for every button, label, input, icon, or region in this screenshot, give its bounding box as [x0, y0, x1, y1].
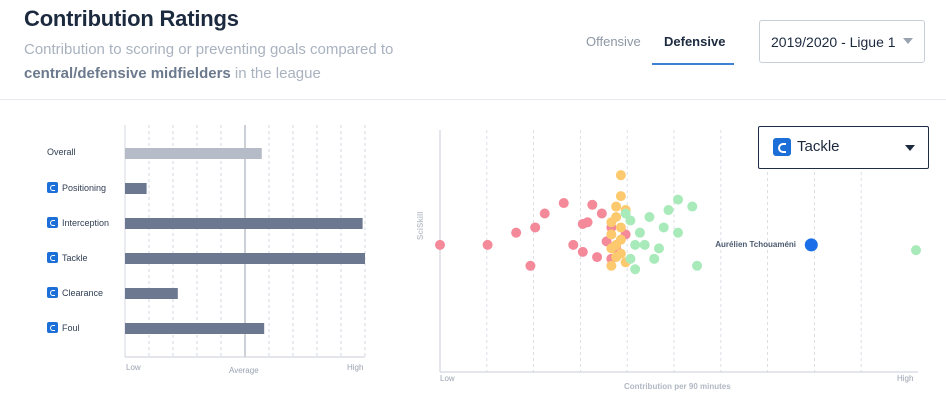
bar-axis-average: Average [229, 366, 259, 375]
bar-label-text: Positioning [62, 182, 107, 193]
player-point [615, 222, 626, 233]
player-point [525, 260, 536, 271]
player-point [435, 239, 445, 250]
chevron-down-icon [903, 38, 913, 44]
player-point [611, 201, 622, 212]
contribution-scatter-plot: SciSkill Low High Contribution per 90 mi… [410, 120, 946, 414]
category-icon [47, 217, 58, 228]
bar-label-tackle: Tackle [47, 252, 88, 263]
bar-label-text: Foul [62, 322, 80, 333]
player-point [649, 253, 660, 264]
player-point [611, 252, 622, 263]
bar-label-text: Clearance [62, 287, 104, 298]
player-point [630, 264, 641, 275]
scatter-y-axis-label: SciSkill [416, 211, 425, 240]
subtitle-text: Contribution to scoring or preventing go… [24, 41, 394, 58]
player-point [625, 253, 636, 264]
player-point [615, 191, 626, 202]
season-select-value: 2019/2020 - Ligue 1 [771, 34, 896, 50]
season-select[interactable]: 2019/2020 - Ligue 1 [759, 20, 925, 63]
highlight-player-label: Aurélien Tchouaméni [715, 239, 797, 249]
player-point [653, 243, 664, 254]
player-point [606, 260, 617, 271]
player-point [639, 239, 650, 250]
player-point [587, 199, 598, 210]
player-point [620, 208, 631, 219]
player-point [606, 217, 617, 228]
player-point [673, 227, 683, 238]
player-point [530, 222, 541, 233]
contribution-bar-chart: Overall Positioning Interception Tackle Clea… [0, 105, 390, 405]
player-point [658, 222, 669, 233]
bar-axis-high: High [347, 363, 364, 372]
player-point [687, 201, 698, 212]
subtitle-bold: central/defensive midfielders [24, 65, 231, 82]
category-icon [47, 322, 58, 333]
player-point [630, 239, 641, 250]
player-point [601, 236, 612, 247]
bar-label-clearance: Clearance [47, 287, 103, 298]
bar-interception [125, 218, 363, 229]
bar-label-text: Interception [62, 217, 110, 228]
bar-foul [125, 323, 265, 334]
player-point [558, 198, 569, 209]
player-point [539, 208, 550, 219]
tab-defensive[interactable]: Defensive [652, 28, 734, 65]
player-point [596, 208, 607, 219]
player-point [634, 227, 645, 238]
category-icon [47, 252, 58, 263]
chevron-down-icon [905, 145, 915, 151]
player-point [582, 217, 593, 228]
bar-label-interception: Interception [47, 217, 109, 228]
category-icon [47, 287, 58, 298]
player-point [625, 215, 636, 226]
bar-overall [125, 148, 262, 159]
player-point [606, 243, 617, 254]
player-point [673, 194, 683, 205]
scatter-x-low: Low [440, 374, 455, 383]
bar-label-positioning: Positioning [47, 182, 106, 193]
scatter-x-axis-label: Contribution per 90 minutes [624, 382, 731, 391]
tab-bar: Offensive Defensive [574, 28, 734, 66]
category-icon [47, 182, 58, 193]
metric-select[interactable]: Tackle [758, 126, 929, 169]
scatter-svg [435, 130, 921, 373]
player-point [615, 170, 626, 181]
subtitle-suffix: in the league [230, 65, 321, 82]
bar-clearance [125, 288, 178, 299]
bar-label-text: Overall [47, 147, 76, 157]
bar-label-overall: Overall [47, 147, 76, 157]
bar-chart-svg [124, 125, 366, 358]
player-point [606, 229, 617, 240]
bar-tackle [125, 253, 365, 264]
bar-label-text: Tackle [62, 252, 88, 263]
page-subtitle: Contribution to scoring or preventing go… [24, 38, 424, 86]
metric-select-value: Tackle [797, 138, 840, 155]
page-title: Contribution Ratings [24, 6, 239, 31]
player-point [577, 246, 588, 257]
player-point [615, 234, 626, 245]
player-point [568, 239, 579, 250]
scatter-x-high: High [897, 374, 914, 383]
player-point [644, 212, 655, 223]
player-point [511, 227, 522, 238]
player-point [663, 205, 674, 216]
bar-axis-low: Low [126, 363, 141, 372]
tab-offensive[interactable]: Offensive [586, 34, 641, 49]
player-point [692, 260, 703, 271]
player-point [911, 245, 921, 256]
bar-label-foul: Foul [47, 322, 80, 333]
player-point [482, 239, 493, 250]
player-point [592, 252, 603, 263]
page-header: Contribution Ratings Contribution to sco… [0, 0, 946, 100]
bar-positioning [125, 183, 147, 194]
highlight-player-point [804, 238, 818, 252]
tackle-icon [773, 138, 791, 156]
